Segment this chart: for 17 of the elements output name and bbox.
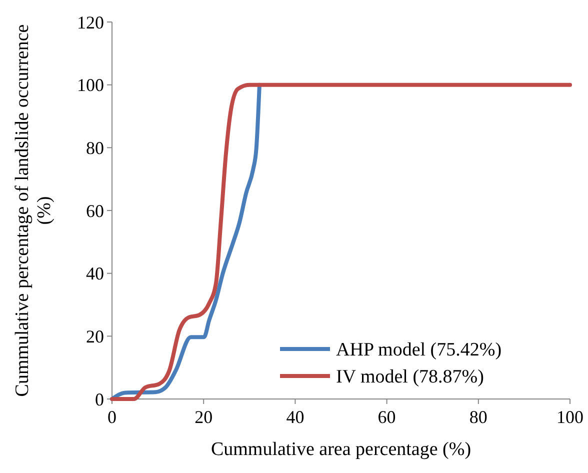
x-tick-label: 60: [378, 407, 396, 427]
x-axis-title: Cummulative area percentage (%): [210, 439, 472, 460]
legend-label: AHP model (75.42%): [336, 340, 502, 361]
y-tick-label: 20: [86, 326, 104, 346]
y-tick-label: 80: [86, 138, 104, 158]
y-tick-label: 40: [86, 264, 104, 284]
y-tick-label: 60: [86, 200, 104, 221]
legend-label: IV model (78.87%): [336, 366, 484, 388]
y-tick-label: 120: [77, 12, 104, 32]
x-tick-label: 0: [108, 407, 116, 427]
x-tick-label: 20: [194, 407, 213, 427]
x-tick-label: 100: [556, 407, 584, 427]
x-tick-label: 80: [469, 407, 488, 427]
y-tick-label: 100: [77, 75, 104, 96]
y-axis-title: Cummulative percentage of landslide occurrence (%): [12, 24, 55, 397]
y-tick-label: 0: [95, 389, 104, 410]
x-tick-label: 40: [286, 407, 304, 427]
